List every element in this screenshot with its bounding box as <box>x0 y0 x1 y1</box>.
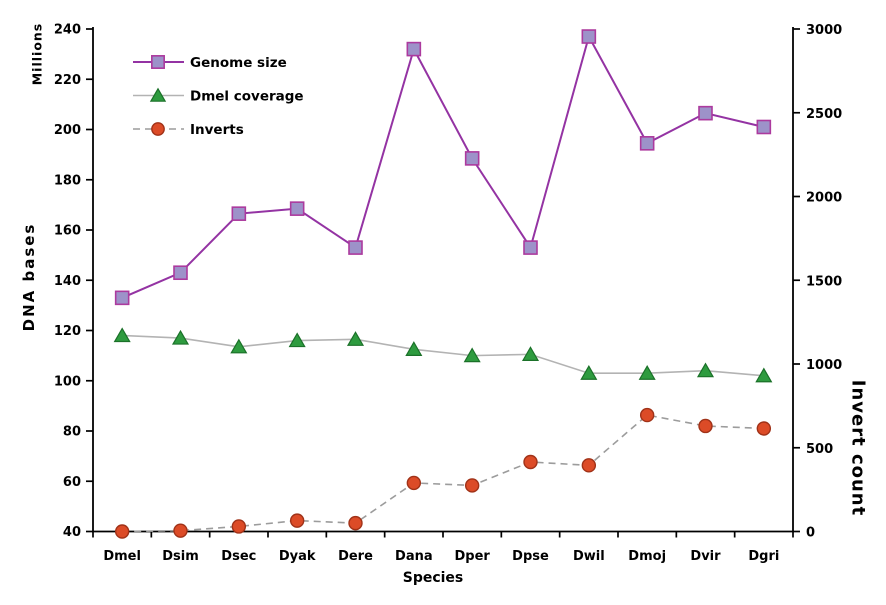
data-point-square <box>348 240 363 255</box>
data-point-square <box>151 55 165 69</box>
left-axis-tick-label: 160 <box>54 224 81 239</box>
series-line-dmel-coverage <box>122 334 764 377</box>
data-point-square <box>289 201 305 216</box>
x-category-label: Dpse <box>512 549 549 564</box>
data-point-square <box>114 290 130 306</box>
data-point-square <box>231 206 247 221</box>
data-point-circle <box>289 513 305 528</box>
data-point-triangle <box>638 365 656 380</box>
data-point-square <box>464 151 480 166</box>
x-category-label: Dyak <box>279 549 316 564</box>
left-axis-unit-label: Millions <box>29 22 45 86</box>
right-axis-tick-label: 0 <box>806 526 815 541</box>
data-point-triangle <box>755 367 773 383</box>
x-category-label: Dvir <box>690 549 721 564</box>
x-category-label: Dgri <box>748 549 779 564</box>
legend-label: Dmel coverage <box>190 89 304 105</box>
data-point-triangle <box>521 346 540 361</box>
right-axis-tick-label: 1000 <box>806 358 842 373</box>
legend-label: Inverts <box>190 122 244 138</box>
right-axis-tick-label: 1500 <box>806 274 842 289</box>
right-axis-tick-label: 2500 <box>806 107 842 122</box>
data-point-square <box>523 240 538 255</box>
x-axis-title: Species <box>402 570 464 586</box>
x-category-label: Dwil <box>573 549 605 564</box>
data-point-circle <box>698 418 713 434</box>
data-point-triangle <box>171 329 190 345</box>
data-point-circle <box>464 478 480 493</box>
left-axis-tick-label: 220 <box>54 73 81 88</box>
data-point-triangle <box>346 331 365 346</box>
data-point-circle <box>639 407 655 423</box>
right-axis-tick-label: 500 <box>806 442 833 457</box>
data-point-square <box>173 265 188 281</box>
data-point-square <box>581 29 597 44</box>
x-category-label: Dsec <box>221 549 256 564</box>
series-line-genome-size <box>121 33 765 299</box>
data-point-circle <box>581 458 597 473</box>
x-category-label: Dana <box>395 549 433 564</box>
data-point-circle <box>348 515 363 531</box>
data-point-square <box>698 105 713 121</box>
series-line-inverts <box>122 414 764 533</box>
left-axis-tick-label: 180 <box>54 173 81 188</box>
data-point-circle <box>406 475 422 491</box>
data-point-triangle <box>230 338 248 354</box>
left-axis-tick-label: 200 <box>54 123 81 138</box>
data-point-circle <box>231 519 247 534</box>
data-point-triangle <box>113 327 131 343</box>
data-point-circle <box>114 524 130 539</box>
data-point-circle <box>173 523 188 538</box>
data-point-square <box>756 119 772 135</box>
left-axis-tick-label: 100 <box>54 374 81 389</box>
data-point-triangle <box>580 365 598 380</box>
left-axis-tick-label: 80 <box>63 425 81 440</box>
data-point-circle <box>523 454 538 470</box>
right-axis-tick-label: 3000 <box>806 23 842 38</box>
x-category-label: Dere <box>338 549 373 564</box>
data-point-triangle <box>288 332 306 348</box>
left-axis-tick-label: 240 <box>54 23 81 38</box>
left-axis-tick-label: 140 <box>54 274 81 289</box>
x-category-label: Dmel <box>103 549 141 564</box>
data-point-triangle <box>405 341 423 356</box>
x-category-label: Dper <box>455 549 491 564</box>
data-point-triangle <box>463 347 481 363</box>
right-axis-tick-label: 2000 <box>806 191 842 206</box>
x-category-label: Dmoj <box>628 549 666 564</box>
left-axis-tick-label: 120 <box>54 324 81 339</box>
left-axis-tick-label: 40 <box>63 525 81 540</box>
data-point-square <box>639 136 655 151</box>
left-axis-title: DNA bases <box>20 222 38 332</box>
left-axis-tick-label: 60 <box>63 475 81 490</box>
data-point-circle <box>151 122 165 136</box>
data-point-square <box>406 41 422 57</box>
data-point-triangle <box>696 362 715 378</box>
x-category-label: Dsim <box>162 549 199 564</box>
legend-label: Genome size <box>190 55 287 71</box>
data-point-circle <box>756 421 772 436</box>
data-point-triangle <box>149 87 167 102</box>
right-axis-title: Invert count <box>847 379 869 517</box>
